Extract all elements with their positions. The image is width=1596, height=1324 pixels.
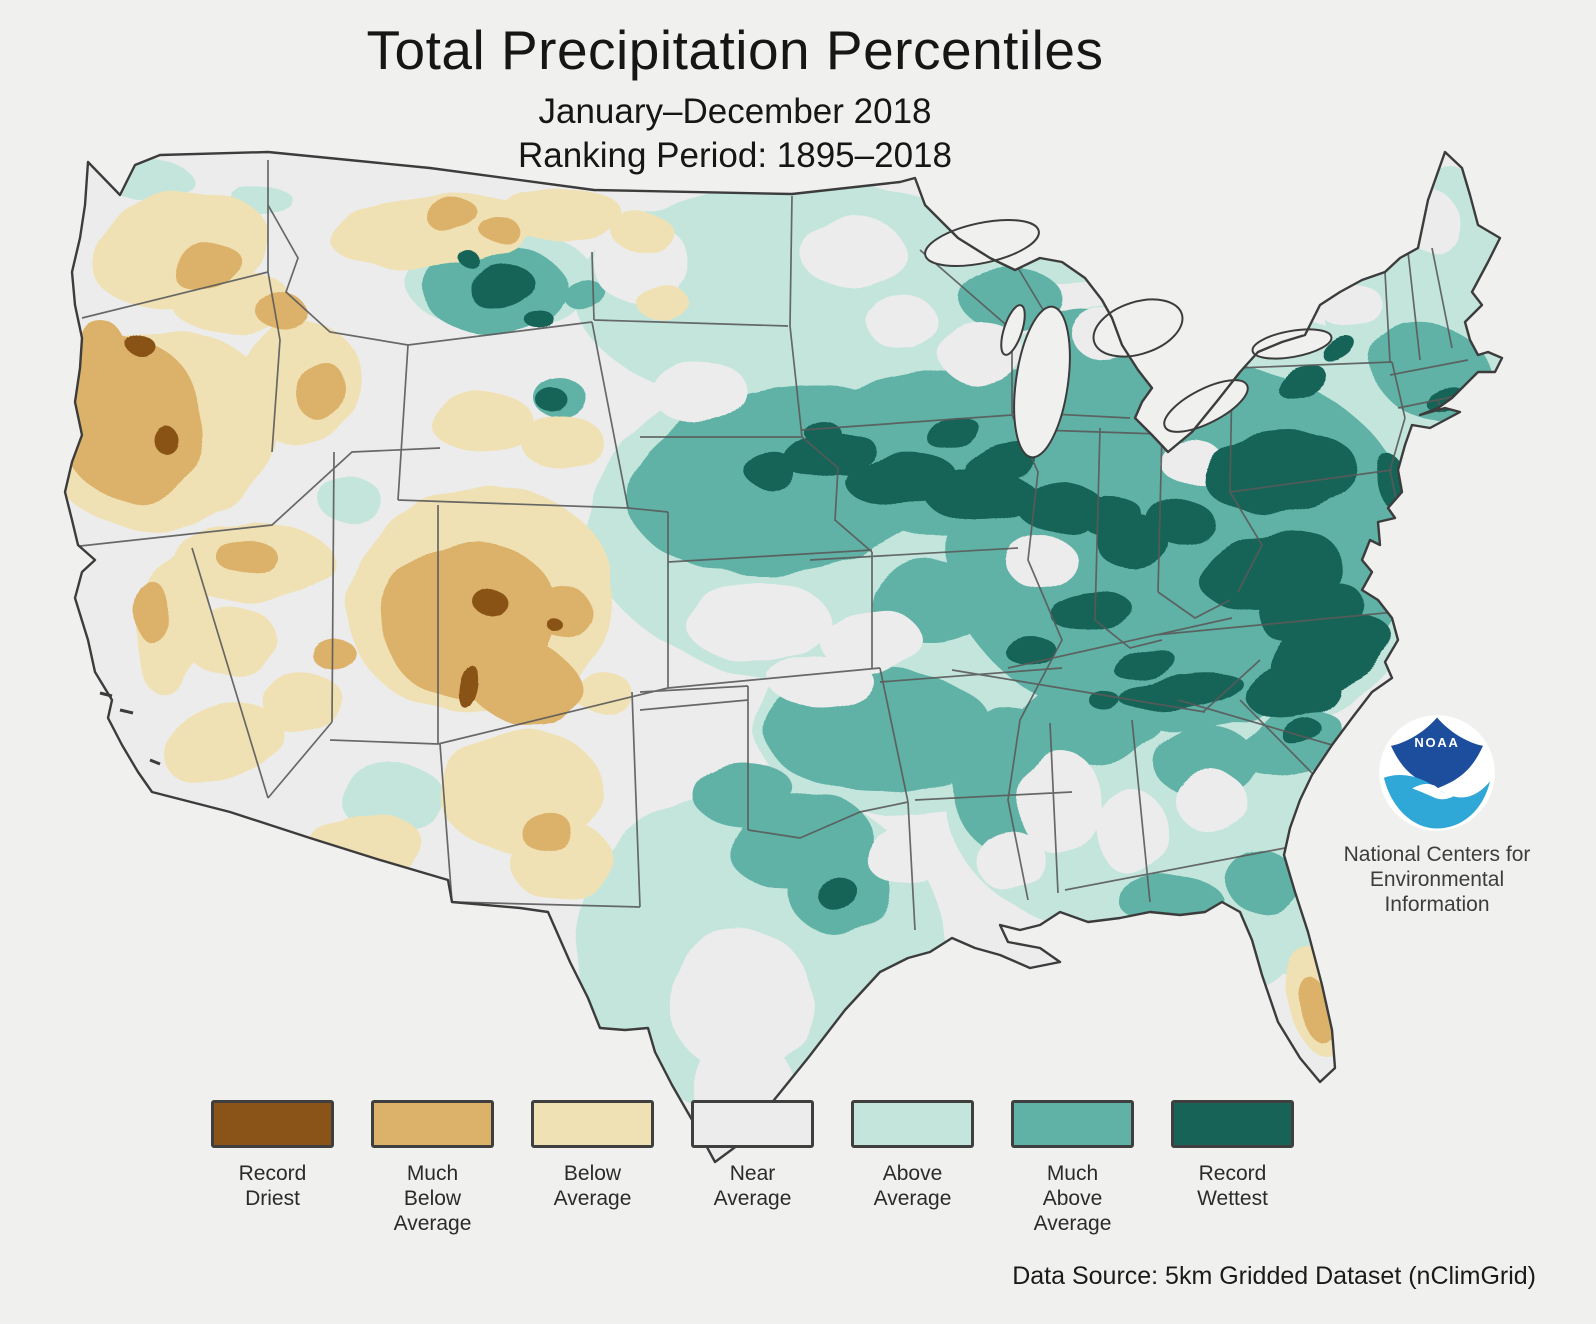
lake-superior bbox=[924, 219, 1040, 267]
noaa-kite-shape bbox=[1390, 717, 1484, 789]
near-average-breaks bbox=[592, 190, 1458, 1144]
legend-item: Above Average bbox=[851, 1100, 974, 1236]
legend-swatch bbox=[1171, 1100, 1294, 1148]
lake-michigan bbox=[1013, 305, 1071, 459]
noaa-seagull-icon bbox=[1412, 783, 1461, 800]
legend-label: Record Driest bbox=[238, 1162, 307, 1210]
noaa-org-name: National Centers for Environmental Infor… bbox=[1327, 842, 1547, 917]
legend-item: Record Driest bbox=[211, 1100, 334, 1236]
legend-item: Much Below Average bbox=[371, 1100, 494, 1236]
noaa-org-line1: National Centers for bbox=[1343, 843, 1531, 866]
header: Total Precipitation Percentiles January–… bbox=[0, 18, 1470, 176]
legend-swatch bbox=[531, 1100, 654, 1148]
percentile-regions bbox=[65, 162, 1502, 1144]
much-below-average-regions bbox=[65, 199, 1336, 1046]
lake-erie bbox=[1163, 379, 1249, 433]
legend-label: Record Wettest bbox=[1197, 1162, 1268, 1210]
legend-swatch bbox=[691, 1100, 814, 1148]
noaa-logo-icon: NOAA bbox=[1379, 715, 1495, 831]
legend-swatch bbox=[371, 1100, 494, 1148]
legend-item: Much Above Average bbox=[1011, 1100, 1134, 1236]
noaa-logo-text: NOAA bbox=[1414, 735, 1459, 750]
legend-swatch bbox=[211, 1100, 334, 1148]
great-lakes bbox=[924, 219, 1333, 459]
legend-label: Above Average bbox=[873, 1162, 952, 1210]
green-bay bbox=[1000, 304, 1026, 356]
legend-label: Much Below Average bbox=[393, 1162, 472, 1235]
noaa-org-line2: Environmental bbox=[1369, 868, 1505, 891]
page-title: Total Precipitation Percentiles bbox=[366, 19, 1104, 81]
legend-label: Much Above Average bbox=[1033, 1162, 1112, 1235]
noaa-branding: NOAA National Centers for Environmental … bbox=[1327, 714, 1547, 917]
data-source-note: Data Source: 5km Gridded Dataset (nClimG… bbox=[1012, 1262, 1536, 1290]
legend-item: Below Average bbox=[531, 1100, 654, 1236]
legend-item: Record Wettest bbox=[1171, 1100, 1294, 1236]
legend-label: Below Average bbox=[553, 1162, 632, 1210]
legend-item: Near Average bbox=[691, 1100, 814, 1236]
legend-swatch bbox=[851, 1100, 974, 1148]
legend-swatch bbox=[1011, 1100, 1134, 1148]
subtitle-period: January–December 2018 bbox=[538, 92, 932, 131]
lake-huron bbox=[1092, 298, 1184, 358]
state-borders bbox=[65, 160, 1469, 931]
record-driest-regions bbox=[126, 335, 563, 708]
record-wettest-regions bbox=[460, 252, 1467, 908]
subtitle-ranking: Ranking Period: 1895–2018 bbox=[518, 136, 952, 175]
lake-ontario bbox=[1251, 328, 1333, 360]
channel-islands bbox=[99, 691, 161, 766]
noaa-wave-shape bbox=[1383, 774, 1491, 829]
noaa-org-line3: Information bbox=[1384, 893, 1490, 916]
legend-label: Near Average bbox=[713, 1162, 792, 1210]
legend: Record Driest Much Below Average Below Avera… bbox=[211, 1100, 1294, 1236]
